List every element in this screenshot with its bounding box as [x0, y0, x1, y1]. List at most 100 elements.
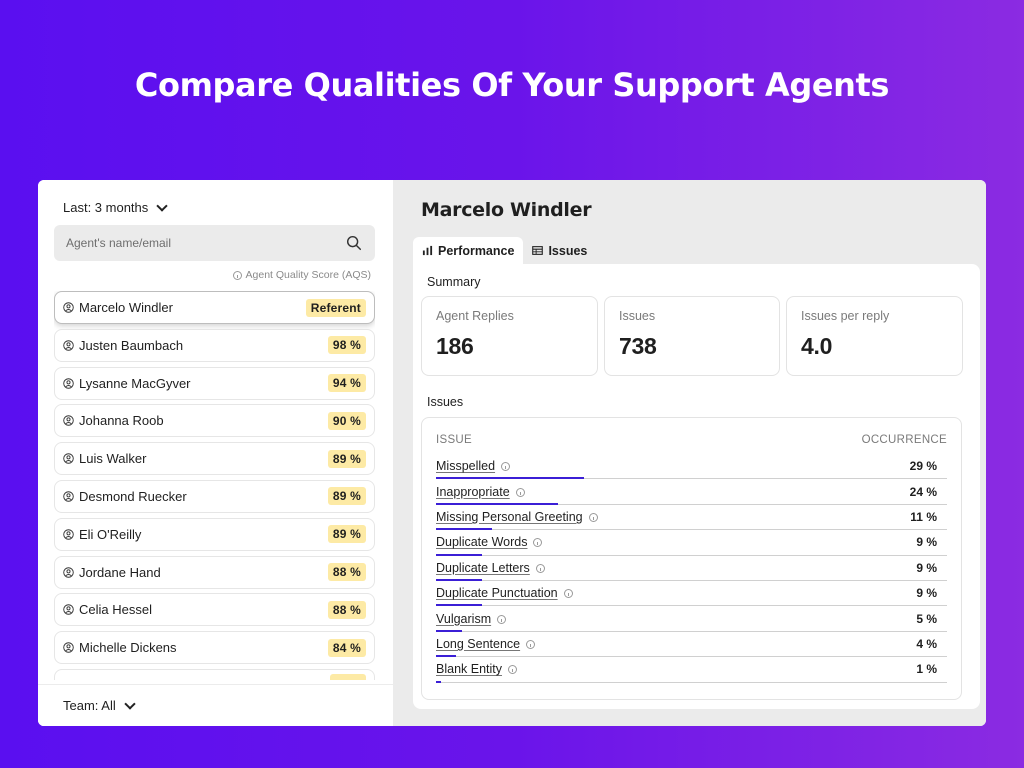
agent-list-item[interactable]: Marcelo Windler Referent [54, 291, 375, 324]
search-icon[interactable] [345, 234, 363, 252]
info-icon[interactable] [588, 512, 598, 522]
issue-row[interactable]: Duplicate Letters 9 % [436, 556, 947, 581]
issue-row[interactable]: Blank Entity 1 % [436, 657, 947, 683]
issue-name: Vulgarism [436, 611, 507, 626]
issue-row[interactable]: Inappropriate 24 % [436, 479, 947, 505]
stat-card-issues: Issues 738 [604, 296, 780, 376]
occurrence-bar [436, 629, 462, 632]
issue-occurrence: 1 % [916, 662, 937, 677]
agent-list-item[interactable]: Johanna Roob 90 % [54, 404, 375, 438]
agent-list-item[interactable]: Lysanne MacGyver 94 % [54, 366, 375, 400]
agent-list-item[interactable]: Jordane Hand 88 % [54, 555, 375, 589]
aqs-badge: 98 % [327, 336, 366, 355]
issue-occurrence: 5 % [916, 611, 937, 626]
agent-list-item[interactable] [54, 668, 375, 680]
issue-occurrence: 9 % [916, 586, 937, 601]
stat-card-replies: Agent Replies 186 [421, 296, 598, 376]
issue-name: Missing Personal Greeting [436, 510, 598, 524]
tab-performance[interactable]: Performance [413, 237, 524, 264]
aqs-badge: 89 % [327, 487, 366, 506]
issues-heading: Issues [427, 395, 464, 409]
agent-search [54, 225, 375, 261]
info-icon[interactable] [501, 462, 511, 472]
agent-list: Marcelo Windler Referent Justen Baumbach 98… [54, 291, 375, 680]
agent-list-item[interactable]: Luis Walker 89 % [54, 442, 375, 476]
column-header-issue: ISSUE [436, 434, 473, 446]
aqs-badge: 88 % [327, 563, 366, 582]
info-icon [232, 270, 242, 280]
issue-occurrence: 9 % [916, 560, 937, 575]
issue-row[interactable]: Misspelled 29 % [436, 454, 947, 480]
agent-list-item[interactable]: Michelle Dickens 84 % [54, 631, 375, 665]
agent-name: Marcelo Windler [79, 300, 173, 315]
agent-title: Marcelo Windler [421, 199, 592, 221]
issue-label: Missing Personal Greeting [436, 509, 583, 524]
period-dropdown[interactable]: Last: 3 months [63, 199, 168, 215]
agent-name: Michelle Dickens [79, 640, 177, 656]
issue-label: Vulgarism [436, 611, 492, 626]
table-icon [532, 246, 544, 255]
user-icon [63, 453, 74, 464]
aqs-badge: 84 % [327, 638, 366, 657]
stat-label: Agent Replies [436, 309, 514, 323]
agent-list-item[interactable]: Eli O'Reilly 89 % [54, 517, 375, 551]
user-icon [63, 529, 74, 540]
issue-label: Duplicate Words [436, 535, 528, 550]
user-icon [63, 415, 74, 427]
occurrence-bar [436, 578, 482, 581]
team-dropdown[interactable]: Team: All [38, 684, 393, 726]
issue-row[interactable]: Missing Personal Greeting 11 % [436, 505, 947, 531]
issue-label: Duplicate Letters [436, 560, 530, 575]
agent-list-item[interactable]: Justen Baumbach 98 % [54, 328, 375, 362]
issue-label: Duplicate Punctuation [436, 586, 558, 601]
stat-value: 186 [436, 333, 474, 359]
team-label: Team: All [63, 698, 116, 713]
user-icon [63, 566, 74, 578]
summary-heading: Summary [427, 275, 481, 289]
chevron-down-icon [156, 199, 168, 212]
agent-list-item[interactable]: Celia Hessel 88 % [54, 593, 375, 627]
occurrence-bar [436, 680, 442, 683]
info-icon[interactable] [526, 639, 536, 649]
page-headline: Compare Qualities Of Your Support Agents [134, 66, 890, 104]
info-icon[interactable] [535, 563, 545, 573]
tab-issues[interactable]: Issues [523, 237, 596, 264]
tab-label: Performance [438, 243, 515, 258]
info-icon[interactable] [515, 487, 525, 497]
occurrence-bar [436, 502, 559, 505]
issue-name: Duplicate Words [436, 535, 543, 550]
issues-table: ISSUE OCCURRENCE Misspelled 29 % Inappropr… [421, 417, 962, 700]
info-icon[interactable] [508, 665, 518, 675]
issue-row[interactable]: Duplicate Punctuation 9 % [436, 581, 947, 607]
stat-label: Issues per reply [801, 309, 890, 323]
issue-occurrence: 4 % [916, 636, 937, 651]
bar-chart-icon [422, 245, 433, 256]
agent-detail: Marcelo Windler Performance Issues [393, 180, 986, 726]
issue-label: Inappropriate [436, 484, 510, 499]
issue-label: Misspelled [436, 459, 496, 474]
info-icon[interactable] [533, 538, 543, 548]
occurrence-bar [436, 528, 493, 531]
info-icon[interactable] [497, 614, 507, 624]
issue-name: Duplicate Punctuation [436, 586, 573, 600]
issue-name: Inappropriate [436, 485, 525, 499]
search-input[interactable] [66, 236, 345, 250]
agent-name: Desmond Ruecker [79, 488, 187, 504]
issue-name: Misspelled [436, 459, 511, 474]
agent-sidebar: Last: 3 months Agent Quality Score (AQS)… [38, 180, 393, 726]
issue-row[interactable]: Duplicate Words 9 % [436, 530, 947, 556]
aqs-badge: 88 % [327, 600, 366, 619]
agent-name: Celia Hessel [79, 602, 152, 618]
aqs-badge: 89 % [327, 525, 366, 544]
user-icon [63, 491, 74, 502]
detail-tabs: Performance Issues [413, 237, 596, 264]
issue-row[interactable]: Long Sentence 4 % [436, 632, 947, 658]
occurrence-bar [436, 655, 457, 658]
info-icon[interactable] [563, 589, 573, 599]
tab-label: Issues [548, 243, 588, 258]
agent-name: Jordane Hand [79, 564, 161, 580]
agent-list-item[interactable]: Desmond Ruecker 89 % [54, 479, 375, 513]
stat-value: 4.0 [801, 333, 833, 359]
aqs-badge: 90 % [327, 411, 366, 430]
issue-row[interactable]: Vulgarism 5 % [436, 606, 947, 632]
